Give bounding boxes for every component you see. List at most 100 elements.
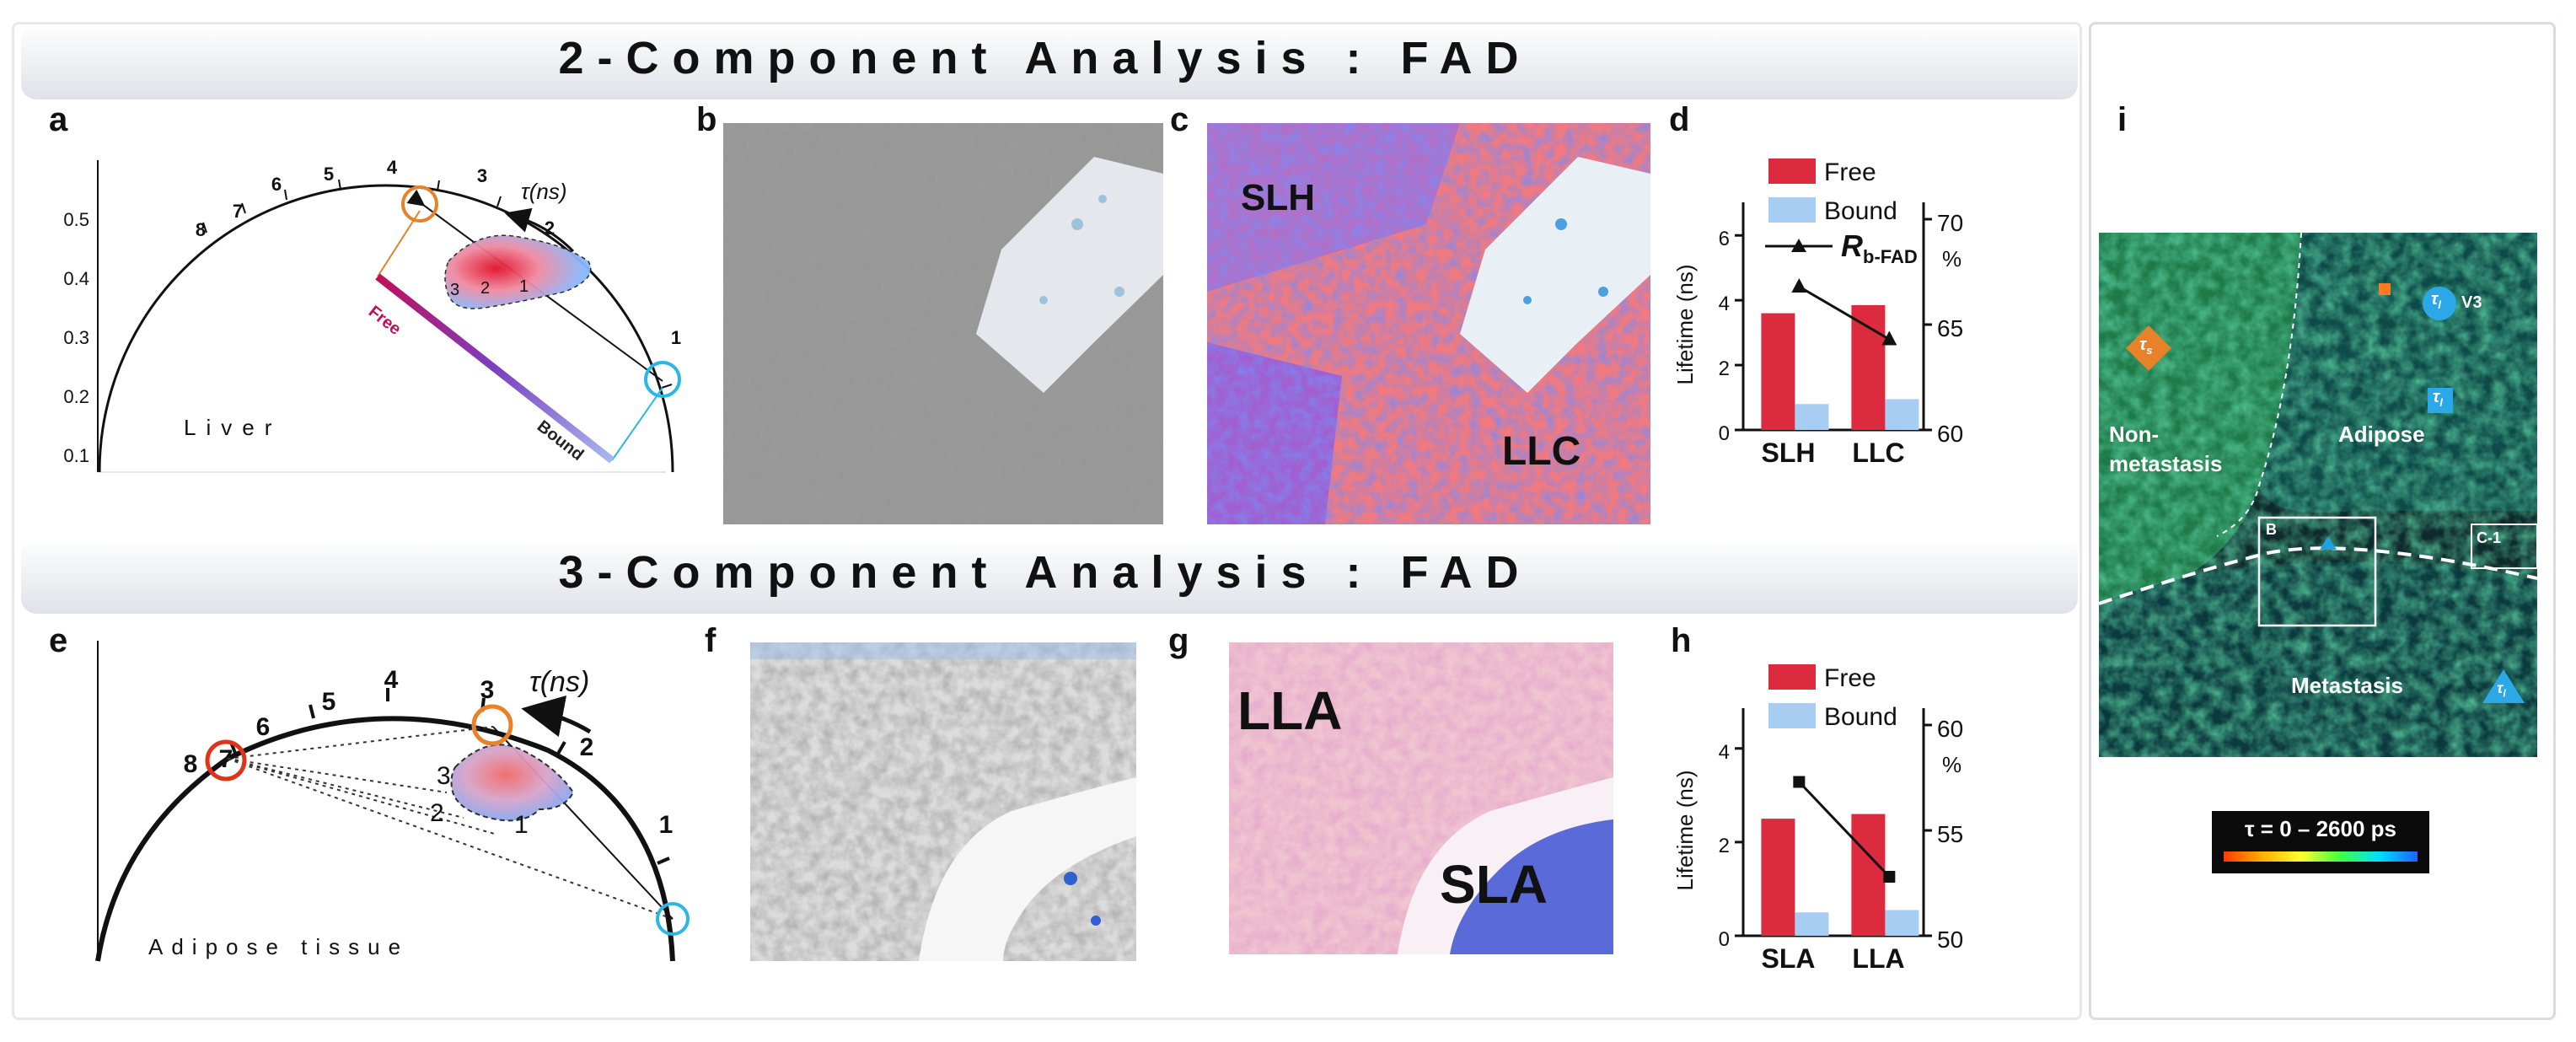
tick-3: 3 [480, 676, 495, 704]
svg-text:1: 1 [519, 277, 529, 296]
y-tick-label-0: 0 [1719, 422, 1730, 445]
svg-text:3: 3 [450, 281, 459, 299]
universal-semicircle [95, 716, 675, 962]
region-label-llc: LLC [1502, 429, 1581, 474]
tau-arrow [521, 695, 592, 738]
chart-d: 0 2 4 6 60 65 70% Lifetime (ns) SLH LLC Free Bound R… [1672, 158, 1963, 468]
tau-label: τ(ns) [529, 666, 589, 698]
y2-tick-label-70: 70 [1937, 210, 1963, 236]
y-tick-0.3: 0.3 [63, 327, 89, 348]
phasor-cluster [450, 744, 575, 822]
y-axis-label: Lifetime (ns) [1672, 264, 1698, 384]
y-tick-0.4: 0.4 [63, 268, 89, 289]
y-tick-label-4: 4 [1719, 741, 1730, 764]
tick-6: 6 [271, 174, 282, 195]
tau-short-symbol: τs [2139, 336, 2153, 357]
legend-swatch-free [1768, 158, 1816, 184]
svg-text:3: 3 [437, 762, 451, 790]
svg-text:1: 1 [514, 811, 529, 839]
ratio-point-0 [1791, 278, 1807, 293]
panel-label-g: g [1168, 622, 1189, 659]
free-bound-gradient-bar [375, 273, 614, 464]
tick-1: 1 [659, 811, 674, 839]
panel-i-frame [2089, 22, 2556, 1020]
tick-8: 8 [196, 219, 206, 240]
bottom-title: 3-Component Analysis : FAD [558, 547, 1532, 598]
panel-label-c: c [1170, 101, 1189, 138]
y-tick-labels: 0.5 0.4 0.3 0.2 0.1 [63, 209, 89, 466]
top-title-banner [21, 24, 2078, 99]
legend-label-free: Free [1824, 158, 1876, 186]
category-label-sla: SLA [1762, 943, 1816, 974]
y-axis-label: Lifetime (ns) [1672, 770, 1698, 890]
tick-5: 5 [322, 688, 336, 716]
tau-long-marker-v3 [2423, 287, 2456, 320]
left-panels-frame [12, 22, 2082, 1020]
legend-swatch-bound [1768, 197, 1816, 223]
category-label-slh: SLH [1762, 438, 1816, 468]
tick-1: 1 [671, 327, 681, 348]
y2-axis-label: % [1942, 246, 1962, 271]
ratio-point-1 [1883, 871, 1896, 883]
legend-label-ratio-sub: b-FAD [1863, 246, 1918, 267]
legend-label-bound: Bound [1824, 197, 1897, 225]
y2-tick-label-65: 65 [1937, 315, 1963, 341]
lifetime-tick-labels: 8 7 6 5 4 3 2 1 [184, 666, 674, 839]
label-non-metastasis: Non- metastasis [2109, 422, 2223, 477]
y-tick-0.5: 0.5 [63, 209, 89, 230]
image-g-colored: LLA SLA [1229, 642, 1613, 954]
lifetime-ticks [202, 179, 673, 389]
colorbar-label: τ = 0 – 2600 ps [2244, 816, 2396, 841]
image-f-grayscale [750, 642, 1136, 961]
ratio-line [1798, 285, 1891, 341]
y2-tick-label-55: 55 [1937, 821, 1963, 847]
bound-marker [656, 902, 690, 936]
label-adipose: Adipose [2338, 422, 2425, 447]
universal-semicircle [98, 184, 674, 473]
region-label-sla: SLA [1440, 854, 1548, 915]
legend-label-bound: Bound [1824, 703, 1897, 731]
long-lifetime-marker [205, 739, 247, 782]
y-tick-label-2: 2 [1719, 357, 1730, 380]
tick-3: 3 [477, 165, 487, 186]
y-tick-label-0: 0 [1719, 928, 1730, 951]
region-label-slh: SLH [1241, 177, 1315, 218]
y-tick-0.2: 0.2 [63, 386, 89, 407]
tau-arrow [504, 207, 575, 253]
legend-swatch-bound [1768, 703, 1816, 728]
bar-bound-llc [1885, 399, 1919, 430]
y2-tick-label-50: 50 [1937, 927, 1963, 953]
bar-bound-sla [1795, 912, 1829, 936]
panel-label-f: f [705, 622, 716, 659]
tick-8: 8 [184, 750, 198, 778]
y-tick-label-2: 2 [1719, 835, 1730, 857]
panel-label-h: h [1671, 622, 1692, 659]
panel-label-e: e [49, 622, 68, 659]
legend-label-ratio: R [1841, 228, 1863, 263]
ratio-line [1798, 781, 1891, 878]
category-label-lla: LLA [1852, 943, 1904, 974]
tick-5: 5 [324, 164, 334, 185]
legend-swatch-free [1768, 664, 1816, 690]
free-marker [471, 704, 513, 746]
tau-long-marker-metastasis [2482, 669, 2525, 703]
phasor-cluster [444, 234, 592, 309]
tissue-label-liver: Liver [184, 415, 282, 440]
legend-marker-ratio [1791, 239, 1806, 252]
y2-axis-label: % [1942, 752, 1962, 777]
phasor-plot-a: 0.5 0.4 0.3 0.2 0.1 8 7 6 5 4 3 2 1 τ(ns… [63, 157, 681, 473]
panel-label-a: a [49, 101, 68, 138]
ratio-point-1 [1881, 330, 1897, 346]
panel-label-i: i [2117, 101, 2128, 138]
component-connection-lines [227, 726, 674, 920]
bar-free-llc [1851, 304, 1886, 430]
tissue-label-adipose: Adipose tissue [148, 934, 409, 959]
label-v3: V3 [2461, 293, 2482, 312]
phasor-plot-e: 8 7 6 5 4 3 2 1 τ(ns) 3 2 1 Adipose tiss… [95, 641, 690, 962]
bound-marker [644, 361, 681, 398]
region-label-lla: LLA [1237, 680, 1343, 741]
label-box-c1: C-1 [2477, 529, 2502, 546]
free-marker [401, 185, 438, 223]
svg-text:2: 2 [480, 279, 490, 298]
bar-free-slh [1761, 313, 1795, 430]
